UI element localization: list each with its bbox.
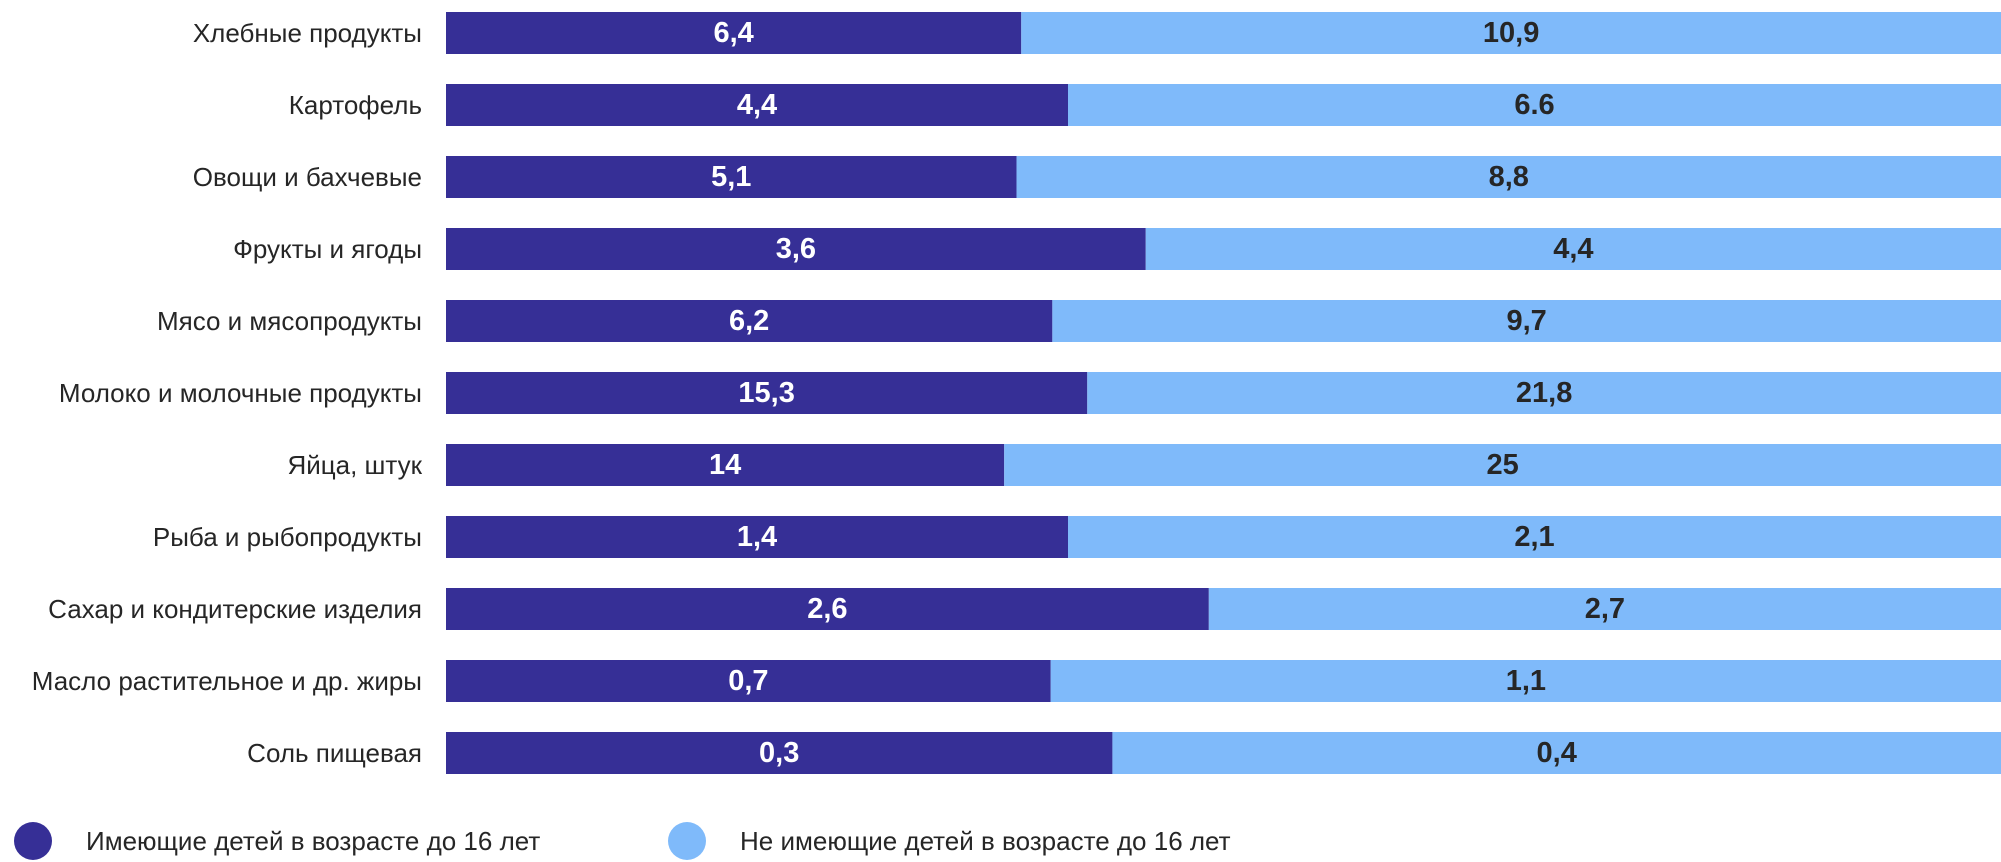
bar-with-children-row-0 — [446, 12, 1022, 54]
bar-with-children-row-7 — [446, 516, 1068, 558]
category-label: Яйца, штук — [287, 450, 422, 480]
bar-with-children-row-9 — [446, 660, 1051, 702]
bar-without-children-row-10 — [1112, 732, 2001, 774]
category-label: Масло растительное и др. жиры — [32, 666, 422, 696]
category-label: Хлебные продукты — [193, 18, 422, 48]
bar-with-children-row-5 — [446, 372, 1088, 414]
bar-without-children-row-7 — [1068, 516, 2001, 558]
data-label-with-children: 2,6 — [807, 593, 847, 625]
data-label-with-children: 15,3 — [738, 377, 794, 409]
legend-label-without-children: Не имеющие детей в возрасте до 16 лет — [740, 825, 1231, 856]
legend-marker-without-children — [668, 822, 706, 860]
data-label-with-children: 5,1 — [711, 161, 751, 193]
legend-item-without-children: Не имеющие детей в возрасте до 16 лет — [668, 822, 1231, 860]
legend-item-with-children: Имеющие детей в возрасте до 16 лет — [14, 822, 540, 860]
bar-without-children-row-1 — [1068, 84, 2001, 126]
category-label: Рыба и рыбопродукты — [153, 522, 422, 552]
value-labels-group: 6,4 10,9 4,4 6.6 5,1 8,8 3,6 4,4 6,2 9,7 15,3 21,8 1… — [709, 17, 1625, 769]
bar-with-children-row-8 — [446, 588, 1209, 630]
data-label-without-children: 9,7 — [1507, 305, 1547, 337]
data-label-with-children: 6,4 — [713, 17, 753, 49]
data-label-with-children: 0,7 — [728, 665, 768, 697]
bar-without-children-row-0 — [1021, 12, 2001, 54]
category-label: Сахар и кондитерские изделия — [48, 594, 422, 624]
bar-with-children-row-10 — [446, 732, 1113, 774]
data-label-without-children: 0,4 — [1537, 737, 1577, 769]
category-label: Фрукты и ягоды — [233, 234, 422, 264]
bar-with-children-row-3 — [446, 228, 1146, 270]
data-label-with-children: 3,6 — [776, 233, 816, 265]
category-label: Картофель — [289, 90, 422, 120]
data-label-with-children: 14 — [709, 449, 741, 481]
bar-without-children-row-9 — [1050, 660, 2001, 702]
data-label-without-children: 4,4 — [1553, 233, 1593, 265]
data-label-with-children: 1,4 — [737, 521, 777, 553]
bar-with-children-row-4 — [446, 300, 1053, 342]
category-label: Соль пищевая — [247, 738, 422, 768]
data-label-without-children: 2,1 — [1514, 521, 1554, 553]
bar-without-children-row-5 — [1087, 372, 2001, 414]
data-label-with-children: 4,4 — [737, 89, 777, 121]
bar-without-children-row-2 — [1016, 156, 2001, 198]
bar-with-children-row-2 — [446, 156, 1017, 198]
data-label-with-children: 0,3 — [759, 737, 799, 769]
category-label: Молоко и молочные продукты — [59, 378, 422, 408]
bars-group — [446, 12, 2001, 774]
data-label-without-children: 25 — [1486, 449, 1518, 481]
bar-without-children-row-4 — [1052, 300, 2001, 342]
bar-without-children-row-6 — [1004, 444, 2001, 486]
bar-without-children-row-8 — [1208, 588, 2001, 630]
category-label: Мясо и мясопродукты — [157, 306, 422, 336]
bar-with-children-row-6 — [446, 444, 1005, 486]
bar-with-children-row-1 — [446, 84, 1068, 126]
data-label-without-children: 10,9 — [1483, 17, 1539, 49]
data-label-without-children: 1,1 — [1506, 665, 1546, 697]
legend-marker-with-children — [14, 822, 52, 860]
data-label-with-children: 6,2 — [729, 305, 769, 337]
data-label-without-children: 2,7 — [1585, 593, 1625, 625]
data-label-without-children: 6.6 — [1514, 89, 1554, 121]
category-labels-group: Хлебные продукты Картофель Овощи и бахчевы… — [32, 18, 423, 768]
category-label: Овощи и бахчевые — [193, 162, 422, 192]
bar-without-children-row-3 — [1145, 228, 2001, 270]
data-label-without-children: 8,8 — [1489, 161, 1529, 193]
data-label-without-children: 21,8 — [1516, 377, 1572, 409]
legend-label-with-children: Имеющие детей в возрасте до 16 лет — [86, 825, 541, 856]
